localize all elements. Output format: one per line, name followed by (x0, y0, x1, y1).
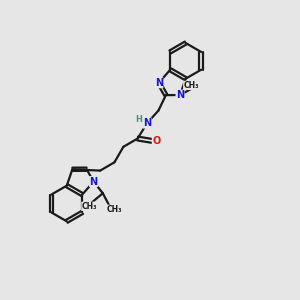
Text: N: N (89, 177, 98, 187)
Text: N: N (176, 90, 184, 100)
Text: O: O (152, 136, 160, 146)
Text: H: H (135, 115, 142, 124)
Text: N: N (143, 118, 151, 128)
Text: CH₃: CH₃ (81, 202, 97, 211)
Text: CH₃: CH₃ (107, 205, 122, 214)
Text: CH₃: CH₃ (183, 81, 199, 90)
Text: N: N (155, 78, 163, 88)
